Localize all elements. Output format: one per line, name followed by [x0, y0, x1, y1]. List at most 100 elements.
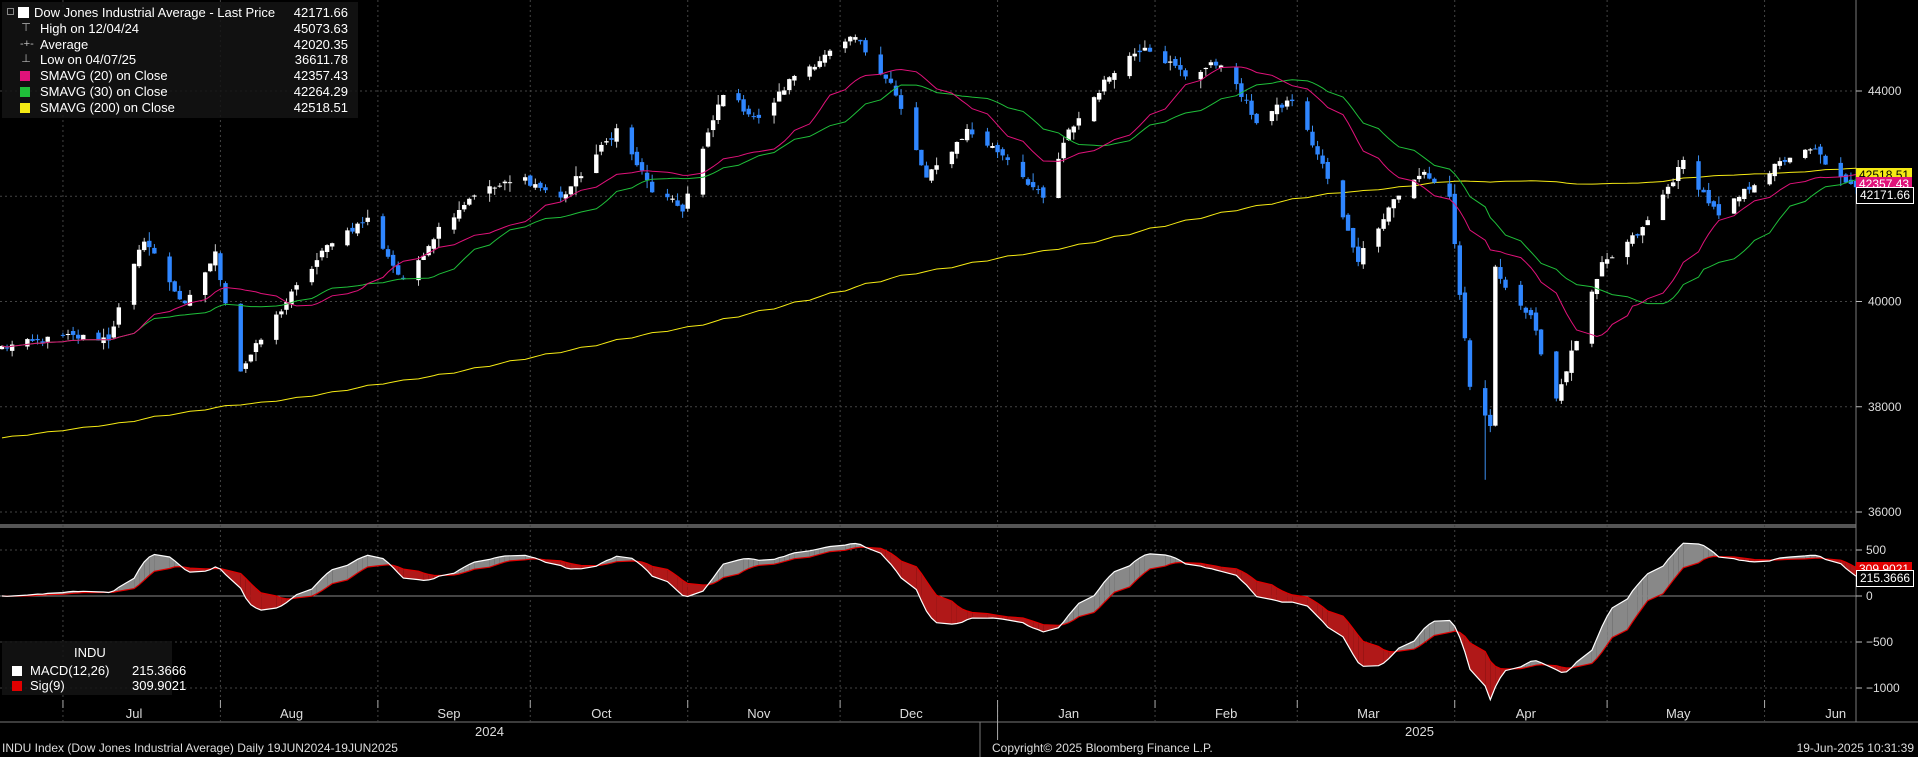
candle-down — [736, 93, 741, 101]
candle-up — [1731, 198, 1737, 214]
candle-down — [751, 116, 756, 118]
year-label-2024: 2024 — [475, 724, 504, 739]
candle-up — [1670, 182, 1676, 187]
candle-down — [741, 99, 746, 112]
candle-down — [558, 191, 563, 198]
candle-down — [888, 78, 894, 83]
candle-up — [1127, 55, 1132, 77]
macd-fill-above — [1607, 607, 1613, 645]
macd-fill-above — [1398, 641, 1415, 652]
macd-fill-above — [1698, 544, 1704, 563]
candle-up — [1777, 161, 1783, 166]
candle-up — [1396, 195, 1402, 200]
macd-swatch — [12, 666, 22, 676]
candle-up — [1391, 199, 1396, 209]
macd-fill-below — [560, 560, 566, 568]
candle-up — [451, 217, 457, 230]
candle-up — [1208, 62, 1214, 66]
candle-up — [1767, 173, 1772, 185]
candle-down — [538, 182, 543, 188]
candle-down — [969, 129, 975, 135]
signal-line — [1, 546, 1857, 670]
macd-fill-below — [1287, 593, 1293, 603]
candle-down — [1432, 178, 1437, 183]
macd-fill-below — [672, 572, 678, 591]
candle-up — [467, 198, 472, 205]
candle-down — [1036, 189, 1041, 191]
candle-down — [1706, 189, 1711, 204]
candle-up — [776, 91, 782, 102]
macd-fill-above — [1073, 603, 1079, 620]
collapse-box-icon[interactable] — [7, 8, 14, 15]
candle-up — [1091, 97, 1097, 122]
legend-value: 36611.78 — [294, 52, 348, 68]
candle-down — [1178, 65, 1183, 70]
sma20-path — [1, 66, 1857, 348]
macd-fill-below — [240, 573, 246, 599]
macd-fill-above — [149, 554, 155, 576]
legend-value: 45073.63 — [293, 20, 348, 36]
macd-fill-below — [1378, 646, 1384, 666]
candle-down — [1025, 179, 1031, 185]
candle-up — [243, 363, 249, 369]
candle-down — [35, 338, 40, 341]
macd-fill-below — [1850, 564, 1856, 577]
macd-fill-below — [885, 550, 891, 565]
legend-label: SMAVG (20) on Close — [40, 68, 168, 84]
candle-down — [1528, 310, 1534, 316]
candle-down — [1711, 201, 1716, 207]
macd-fill-below — [1495, 666, 1501, 687]
macd-line — [1, 542, 1857, 702]
candle-down — [1427, 173, 1432, 179]
macd-legend: INDU MACD(12,26) 215.3666 Sig(9) 309.902… — [2, 641, 186, 695]
macd-fill-above — [1637, 579, 1643, 615]
month-label: Feb — [1215, 706, 1237, 721]
macd-fill-below — [677, 576, 683, 596]
macd-fill-above — [1642, 573, 1648, 608]
candle-up — [782, 90, 787, 95]
legend-row: ⊥ Low on 04/07/25 36611.78 — [6, 52, 354, 68]
sma30-line — [1, 79, 1857, 348]
candle-up — [492, 187, 497, 189]
candle-up — [721, 95, 726, 107]
candle-down — [106, 334, 111, 341]
macd-fill-below — [956, 605, 962, 624]
candle-down — [96, 332, 101, 341]
macd-fill-below — [967, 611, 973, 620]
low-marker-icon: ⊥ — [21, 53, 31, 66]
candle-up — [1736, 196, 1742, 202]
macd-fill-above — [1627, 591, 1633, 630]
candle-up — [329, 243, 335, 247]
macd-fill-below — [931, 588, 937, 623]
footer-copyright: Copyright© 2025 Bloomberg Finance L.P. — [992, 741, 1213, 755]
candle-up — [1599, 262, 1605, 277]
candle-down — [1447, 183, 1452, 197]
sig-swatch — [12, 681, 22, 691]
macd-fill-above — [499, 556, 505, 564]
candle-up — [131, 263, 137, 305]
candle-up — [1559, 384, 1564, 401]
candle-down — [1183, 70, 1188, 77]
month-label: Jul — [126, 706, 143, 721]
macd-fill-above — [845, 543, 851, 551]
macd-fill-below — [261, 592, 277, 611]
macd-fill-below — [642, 562, 648, 571]
candle-up — [365, 217, 370, 222]
candle-down — [1147, 47, 1153, 52]
candle-down — [238, 303, 243, 372]
candle-down — [1163, 51, 1168, 64]
candle-down — [1523, 307, 1529, 313]
macd-fill-below — [687, 583, 703, 597]
candle-up — [45, 336, 50, 342]
legend-row: SMAVG (30) on Close 42264.29 — [6, 84, 354, 100]
candle-down — [1005, 157, 1010, 160]
candle-up — [1071, 126, 1076, 133]
candle-up — [1645, 220, 1650, 226]
macd-fill-above — [494, 556, 500, 566]
macd-fill-above — [316, 578, 322, 594]
candle-down — [1813, 148, 1818, 150]
candle-up — [1604, 259, 1610, 264]
macd-fill-below — [245, 578, 251, 605]
last-price-tag: 42171.66 — [1856, 187, 1915, 204]
macd-fill-above — [347, 562, 353, 580]
